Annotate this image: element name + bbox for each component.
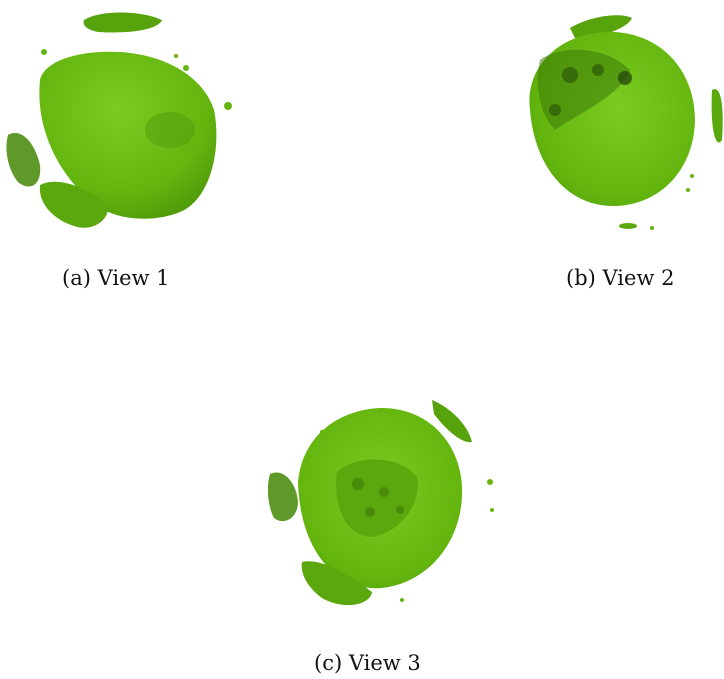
fragment-left [6,133,41,187]
speckle [686,188,690,192]
speckle [650,226,654,230]
fragment-left [267,472,298,522]
cavity [562,67,578,83]
fragment-right [711,89,723,143]
speckle [183,65,189,71]
speckle [490,508,494,512]
main-blob [39,51,217,219]
caption-view-2: (b) View 2 [566,266,675,290]
speckle [690,174,694,178]
blob-shade [145,112,195,148]
speckle [619,223,637,229]
cavity [396,506,404,514]
subfigure-view-1 [0,0,250,240]
speckle [174,54,178,58]
subfigure-view-3 [262,392,502,614]
speckle [487,479,493,485]
fragment-top [570,15,632,41]
cavity [592,64,604,76]
speckle [224,102,232,110]
fragment-top [83,12,162,33]
cavity [365,507,375,517]
render-view-1-image [6,12,232,228]
speckle [400,598,404,602]
subfigure-view-2 [510,0,724,240]
cavity [379,487,389,497]
caption-view-1: (a) View 1 [62,266,170,290]
speckle [41,49,47,55]
cavity [618,71,632,85]
render-view-2-image [529,15,723,230]
caption-view-3: (c) View 3 [314,651,421,675]
fragment-top-right [432,400,472,443]
cavity [549,104,561,116]
fragment-bottom-left [301,561,372,606]
cavity [352,478,364,490]
fragment-bottom-left [39,181,109,228]
speckle [320,430,324,434]
render-view-3-image [267,400,494,606]
